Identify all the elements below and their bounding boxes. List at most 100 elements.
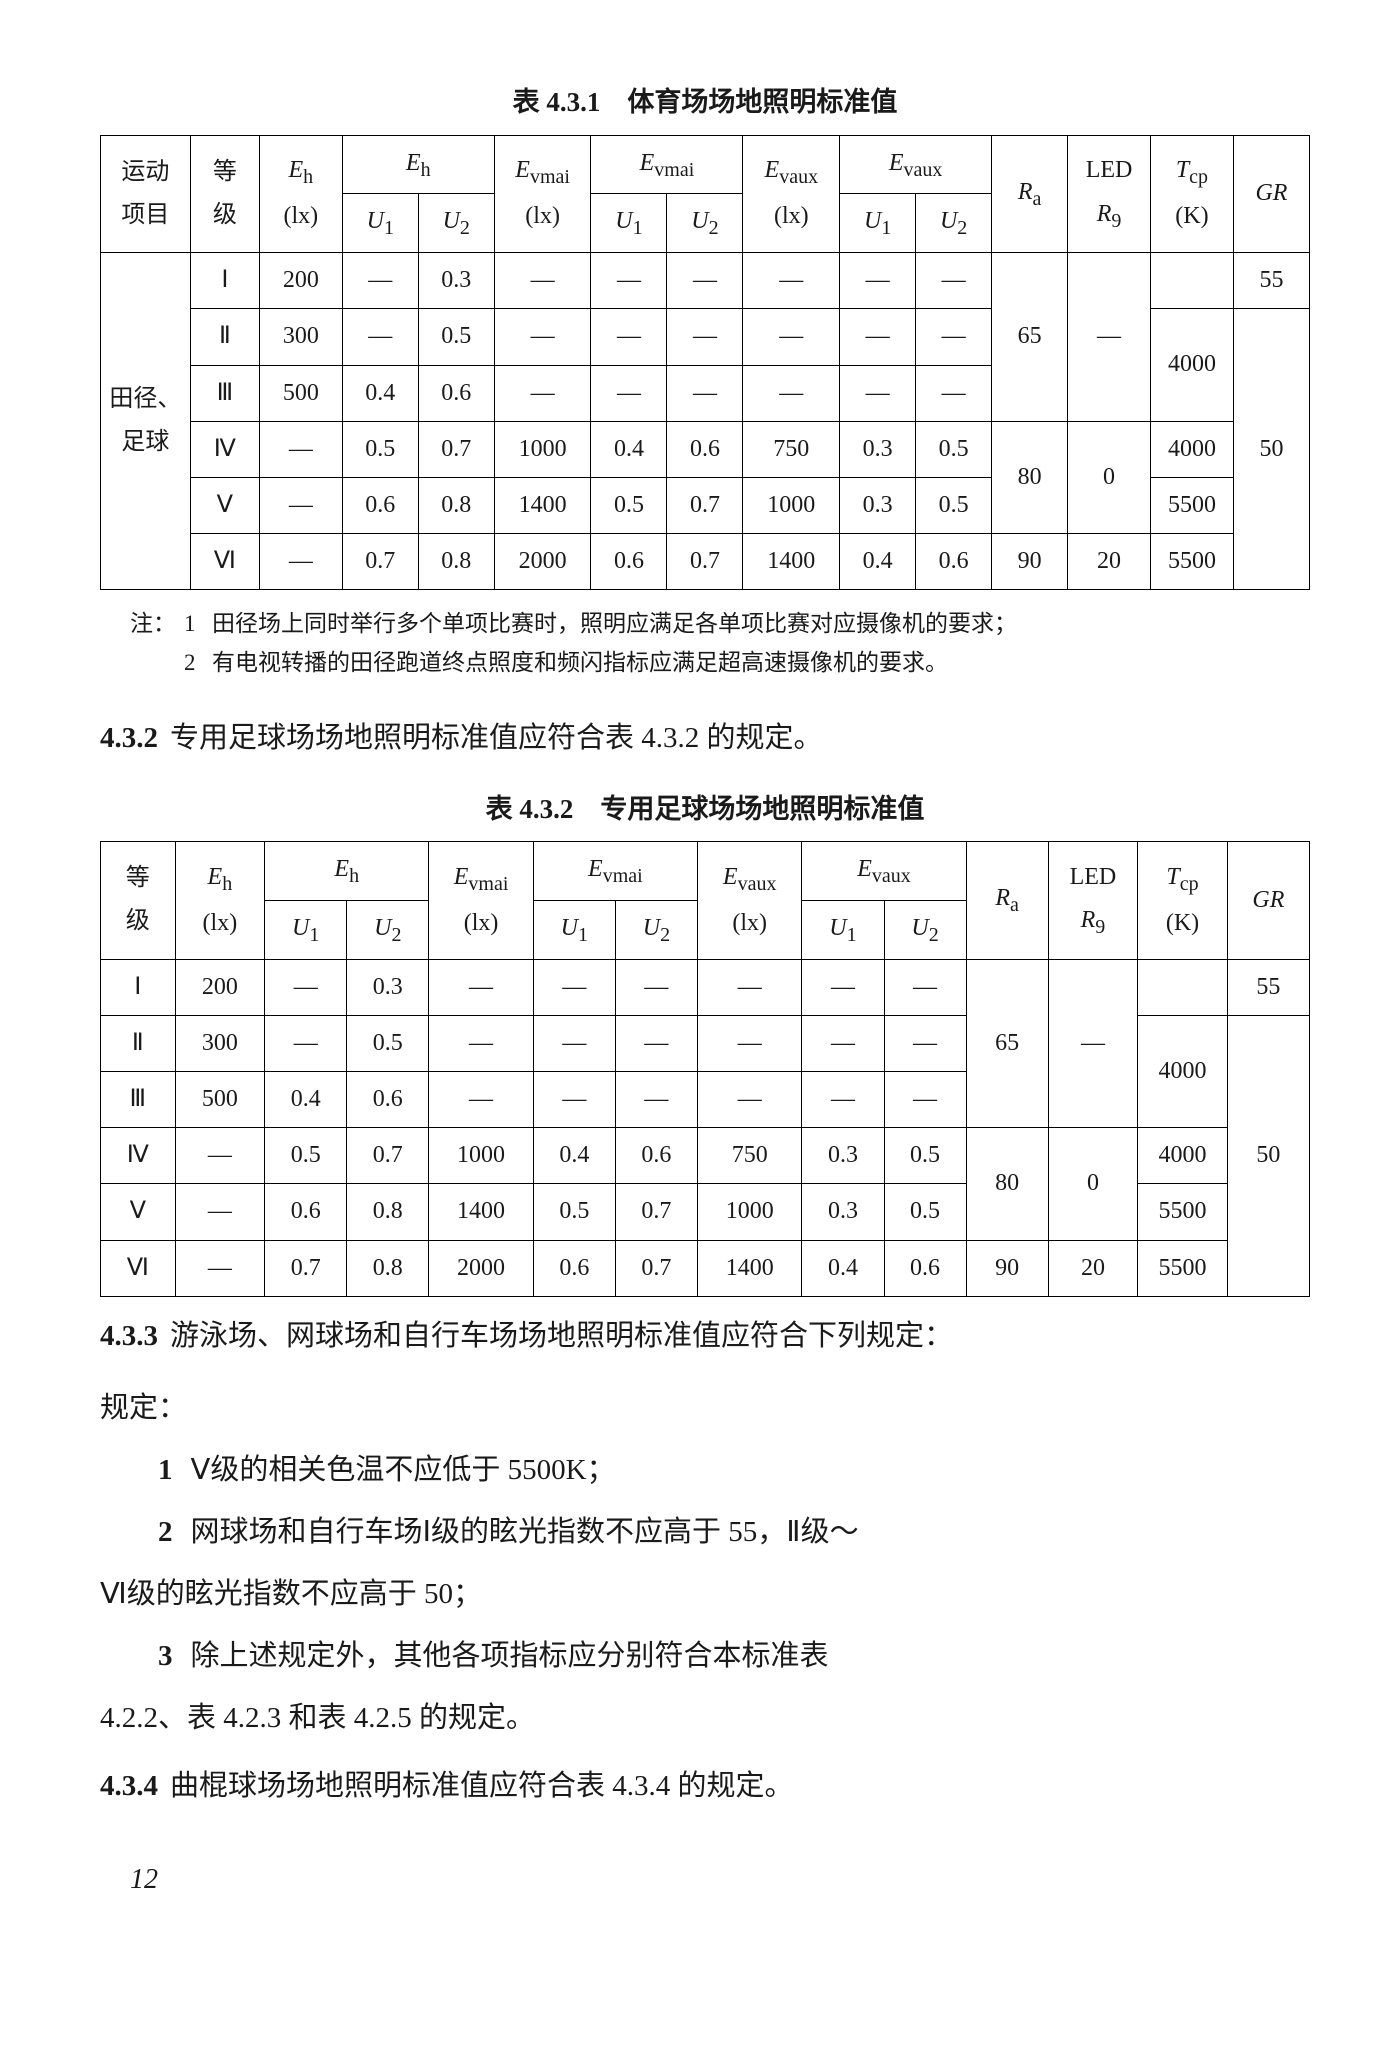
cell: — bbox=[615, 1015, 697, 1071]
cell: 0.6 bbox=[615, 1128, 697, 1184]
cell: — bbox=[533, 1072, 615, 1128]
cell-tcp: 4000 bbox=[1138, 1015, 1228, 1127]
cell: 0.5 bbox=[916, 421, 992, 477]
cell: 0.6 bbox=[667, 421, 743, 477]
cell-gr: 55 bbox=[1233, 253, 1309, 309]
th-u2: U2 bbox=[916, 194, 992, 253]
th-ra: Ra bbox=[966, 842, 1048, 960]
cell: 500 bbox=[175, 1072, 265, 1128]
cell: 0.7 bbox=[667, 477, 743, 533]
cell: — bbox=[533, 959, 615, 1015]
th-u1: U1 bbox=[591, 194, 667, 253]
cell: — bbox=[884, 1072, 966, 1128]
list-433-2-cont: Ⅵ级的眩光指数不应高于 50； bbox=[100, 1565, 1310, 1623]
cell: 0.7 bbox=[342, 534, 418, 590]
note-idx: 2 bbox=[184, 643, 212, 682]
th-gr: GR bbox=[1233, 135, 1309, 253]
cell: 0.4 bbox=[265, 1072, 347, 1128]
cell: 0.7 bbox=[418, 421, 494, 477]
cell-tcp: 5500 bbox=[1138, 1240, 1228, 1296]
cell-gr: 50 bbox=[1227, 1015, 1309, 1296]
cell: 0.6 bbox=[533, 1240, 615, 1296]
cell: Ⅳ bbox=[190, 421, 259, 477]
cell: 2000 bbox=[429, 1240, 533, 1296]
cell: — bbox=[429, 959, 533, 1015]
cell: 1400 bbox=[494, 477, 591, 533]
cell-tcp: 4000 bbox=[1138, 1128, 1228, 1184]
cell: 0.6 bbox=[418, 365, 494, 421]
cell: — bbox=[840, 309, 916, 365]
cell: Ⅲ bbox=[101, 1072, 176, 1128]
table1-notes: 注： 1 田径场上同时举行多个单项比赛时，照明应满足各单项比赛对应摄像机的要求；… bbox=[100, 600, 1310, 698]
cell: — bbox=[591, 365, 667, 421]
cell-r9: 20 bbox=[1068, 534, 1151, 590]
cell: 200 bbox=[259, 253, 342, 309]
th-r9: LEDR9 bbox=[1068, 135, 1151, 253]
cell-gr: 50 bbox=[1233, 309, 1309, 590]
th-u2: U2 bbox=[884, 900, 966, 959]
cell: Ⅵ bbox=[101, 1240, 176, 1296]
cell-r9: 20 bbox=[1048, 1240, 1138, 1296]
cell: 0.5 bbox=[884, 1128, 966, 1184]
cell: 0.3 bbox=[840, 421, 916, 477]
cell-ra: 90 bbox=[966, 1240, 1048, 1296]
cell: Ⅱ bbox=[101, 1015, 176, 1071]
cell: — bbox=[259, 534, 342, 590]
list-text: 网球场和自行车场Ⅰ级的眩光指数不应高于 55，Ⅱ级～ bbox=[191, 1516, 859, 1548]
sec-434: 4.3.4曲棍球场场地照明标准值应符合表 4.3.4 的规定。 bbox=[100, 1757, 1310, 1815]
cell: 0.5 bbox=[347, 1015, 429, 1071]
cell-tcp bbox=[1138, 959, 1228, 1015]
cell: — bbox=[429, 1072, 533, 1128]
cell: 0.7 bbox=[615, 1240, 697, 1296]
cell: — bbox=[533, 1015, 615, 1071]
cell: — bbox=[884, 1015, 966, 1071]
cell: 0.3 bbox=[347, 959, 429, 1015]
th-evmai-lx: Evmai(lx) bbox=[494, 135, 591, 253]
cell: 0.8 bbox=[418, 477, 494, 533]
cell: — bbox=[175, 1240, 265, 1296]
list-433-2: 2网球场和自行车场Ⅰ级的眩光指数不应高于 55，Ⅱ级～ bbox=[100, 1503, 1310, 1561]
cell: 0.3 bbox=[802, 1128, 884, 1184]
cell-r9: 0 bbox=[1068, 421, 1151, 533]
cell: — bbox=[342, 309, 418, 365]
list-433-1: 1Ⅴ级的相关色温不应低于 5500K； bbox=[100, 1441, 1310, 1499]
cell: 0.7 bbox=[615, 1184, 697, 1240]
th-evaux: Evaux bbox=[840, 135, 992, 194]
sec-num: 4.3.3 bbox=[100, 1320, 158, 1352]
cell: 0.7 bbox=[667, 534, 743, 590]
cell: Ⅲ bbox=[190, 365, 259, 421]
th-evaux-lx: Evaux(lx) bbox=[697, 842, 801, 960]
cell: 750 bbox=[743, 421, 840, 477]
cell: — bbox=[259, 421, 342, 477]
table-432: 等级 Eh(lx) Eh Evmai(lx) Evmai Evaux(lx) E… bbox=[100, 841, 1310, 1297]
th-u2: U2 bbox=[615, 900, 697, 959]
cell-tcp: 5500 bbox=[1138, 1184, 1228, 1240]
th-u2: U2 bbox=[347, 900, 429, 959]
cell: 0.4 bbox=[342, 365, 418, 421]
cell: — bbox=[667, 253, 743, 309]
cell: 1400 bbox=[743, 534, 840, 590]
cell: 0.5 bbox=[342, 421, 418, 477]
list-idx: 3 bbox=[158, 1640, 173, 1672]
cell: 1000 bbox=[429, 1128, 533, 1184]
cell: Ⅰ bbox=[101, 959, 176, 1015]
cell-sport: 田径、足球 bbox=[101, 253, 191, 590]
cell-r9: — bbox=[1068, 253, 1151, 422]
cell-ra: 65 bbox=[992, 253, 1068, 422]
th-eh-lx: Eh(lx) bbox=[175, 842, 265, 960]
cell-tcp: 5500 bbox=[1151, 477, 1234, 533]
cell: — bbox=[494, 309, 591, 365]
cell: Ⅰ bbox=[190, 253, 259, 309]
cell: Ⅴ bbox=[190, 477, 259, 533]
cell: — bbox=[615, 1072, 697, 1128]
th-evaux: Evaux bbox=[802, 842, 966, 901]
page-number: 12 bbox=[130, 1855, 1310, 1905]
cell: — bbox=[591, 253, 667, 309]
cell: Ⅵ bbox=[190, 534, 259, 590]
sec-433: 4.3.3游泳场、网球场和自行车场场地照明标准值应符合下列规定： bbox=[100, 1307, 1310, 1365]
cell: 1000 bbox=[697, 1184, 801, 1240]
cell: — bbox=[802, 959, 884, 1015]
cell: Ⅴ bbox=[101, 1184, 176, 1240]
cell: Ⅳ bbox=[101, 1128, 176, 1184]
cell-tcp: 4000 bbox=[1151, 421, 1234, 477]
